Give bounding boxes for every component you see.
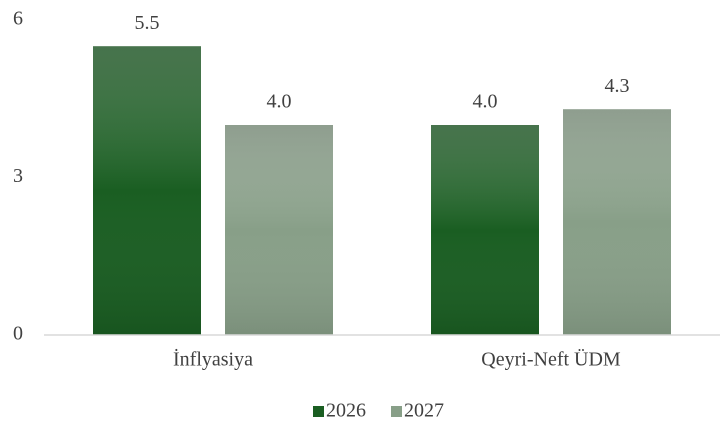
bar-shade xyxy=(563,109,671,335)
bar-shade xyxy=(225,125,333,335)
legend-label: 2027 xyxy=(404,400,444,422)
legend-label: 2026 xyxy=(326,400,366,422)
x-tick-label: İnflyasiya xyxy=(173,348,253,371)
legend-swatch xyxy=(391,406,402,417)
y-tick-label: 6 xyxy=(13,8,23,30)
x-tick-label: Qeyri-Neft ÜDM xyxy=(481,348,621,371)
bar-shade xyxy=(431,125,539,335)
value-label: 5.5 xyxy=(135,12,160,34)
bar-shade xyxy=(93,46,201,335)
y-tick-label: 3 xyxy=(13,165,23,187)
y-tick-label: 0 xyxy=(13,323,23,345)
value-label: 4.3 xyxy=(605,75,630,97)
value-label: 4.0 xyxy=(267,91,292,113)
value-label: 4.0 xyxy=(473,91,498,113)
legend-swatch xyxy=(313,406,324,417)
